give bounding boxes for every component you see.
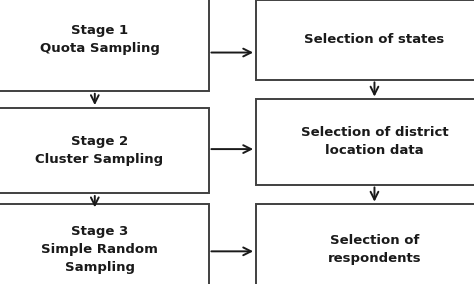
Text: Selection of
respondents: Selection of respondents bbox=[328, 234, 421, 266]
FancyBboxPatch shape bbox=[256, 99, 474, 185]
FancyBboxPatch shape bbox=[0, 0, 209, 91]
FancyBboxPatch shape bbox=[256, 204, 474, 284]
Text: Stage 3
Simple Random
Sampling: Stage 3 Simple Random Sampling bbox=[41, 225, 158, 274]
Text: Selection of states: Selection of states bbox=[304, 33, 445, 46]
Text: Selection of district
location data: Selection of district location data bbox=[301, 126, 448, 158]
FancyBboxPatch shape bbox=[0, 108, 209, 193]
Text: Stage 2
Cluster Sampling: Stage 2 Cluster Sampling bbox=[36, 135, 164, 166]
FancyBboxPatch shape bbox=[256, 0, 474, 80]
Text: Stage 1
Quota Sampling: Stage 1 Quota Sampling bbox=[40, 24, 159, 55]
FancyBboxPatch shape bbox=[0, 204, 209, 284]
